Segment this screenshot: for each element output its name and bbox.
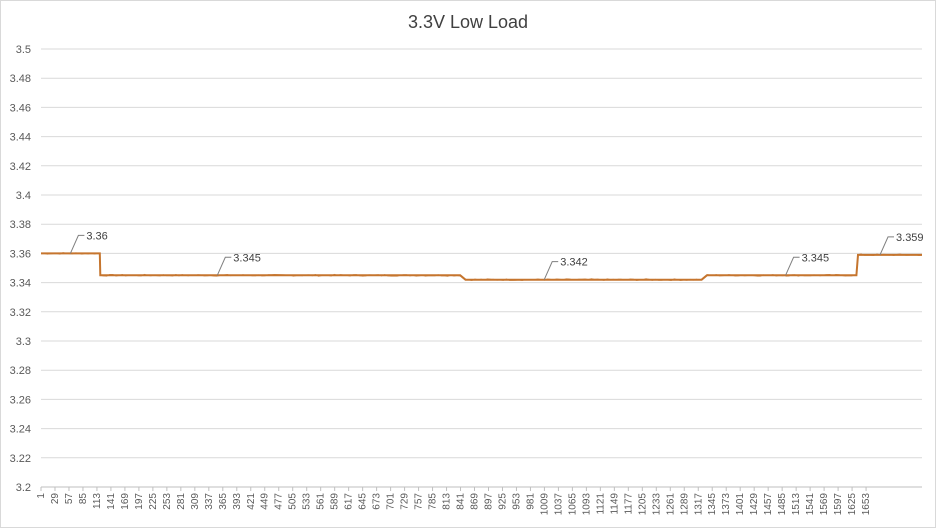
data-label: 3.345 bbox=[233, 252, 261, 264]
x-tick-label: 141 bbox=[106, 493, 117, 510]
x-tick-label: 1625 bbox=[847, 493, 858, 516]
annotations: 3.36 3.345 3.342 3.345 3.359 bbox=[69, 230, 924, 280]
y-tick-label: 3.34 bbox=[10, 278, 31, 290]
gridlines bbox=[41, 48, 922, 488]
x-tick-label: 1009 bbox=[539, 493, 550, 516]
y-tick-label: 3.36 bbox=[10, 248, 31, 260]
x-tick-label: 421 bbox=[246, 493, 257, 510]
x-tick-label: 673 bbox=[372, 493, 383, 510]
series-noise bbox=[40, 252, 923, 282]
x-axis-ticks: 1 29 57 85 113 141 169 197 225 253 281 309 337 365 393… bbox=[36, 487, 872, 515]
x-tick-label: 169 bbox=[120, 493, 131, 510]
x-tick-label: 1261 bbox=[665, 493, 676, 516]
data-label: 3.36 bbox=[86, 230, 107, 242]
x-tick-label: 1485 bbox=[777, 493, 788, 516]
y-tick-label: 3.2 bbox=[16, 482, 31, 494]
x-tick-label: 337 bbox=[204, 493, 215, 510]
x-tick-label: 29 bbox=[50, 493, 61, 505]
annotation-leader bbox=[69, 234, 85, 254]
x-tick-label: 477 bbox=[274, 493, 285, 510]
x-tick-label: 1457 bbox=[763, 493, 774, 516]
x-tick-label: 1233 bbox=[651, 493, 662, 516]
x-tick-label: 1065 bbox=[567, 493, 578, 516]
x-tick-label: 197 bbox=[134, 493, 145, 510]
x-tick-label: 281 bbox=[176, 493, 187, 510]
x-tick-label: 449 bbox=[260, 493, 271, 510]
x-tick-label: 1653 bbox=[861, 493, 872, 516]
y-tick-label: 3.4 bbox=[16, 190, 31, 202]
x-tick-label: 1345 bbox=[707, 493, 718, 516]
y-tick-label: 3.32 bbox=[10, 307, 31, 319]
x-tick-label: 1149 bbox=[609, 493, 620, 515]
x-tick-label: 1177 bbox=[623, 493, 634, 515]
x-tick-label: 1037 bbox=[553, 493, 564, 516]
x-tick-label: 1 bbox=[36, 493, 47, 499]
x-tick-label: 1121 bbox=[595, 493, 606, 515]
x-tick-label: 1373 bbox=[721, 493, 732, 516]
x-tick-label: 953 bbox=[511, 493, 522, 510]
x-tick-label: 785 bbox=[428, 493, 439, 510]
y-axis-ticks: 3.5 3.48 3.46 3.44 3.42 3.4 3.38 3.36 3.34 3.32 3.… bbox=[10, 44, 31, 494]
annotation-leader bbox=[879, 236, 895, 256]
y-tick-label: 3.5 bbox=[16, 44, 31, 56]
data-label: 3.345 bbox=[802, 252, 830, 264]
x-tick-label: 309 bbox=[190, 493, 201, 510]
x-tick-label: 813 bbox=[442, 493, 453, 510]
y-tick-label: 3.26 bbox=[10, 394, 31, 406]
x-tick-label: 1093 bbox=[581, 493, 592, 516]
x-tick-label: 505 bbox=[288, 493, 299, 510]
x-tick-label: 1597 bbox=[833, 493, 844, 516]
x-tick-label: 981 bbox=[525, 493, 536, 510]
y-tick-label: 3.3 bbox=[16, 336, 31, 348]
y-tick-label: 3.38 bbox=[10, 219, 31, 231]
x-tick-label: 1541 bbox=[805, 493, 816, 516]
x-tick-label: 1429 bbox=[749, 493, 760, 516]
x-tick-label: 1401 bbox=[735, 493, 746, 516]
x-tick-label: 57 bbox=[64, 493, 75, 505]
x-tick-label: 113 bbox=[92, 493, 103, 509]
x-tick-label: 617 bbox=[344, 493, 355, 510]
x-tick-label: 533 bbox=[302, 493, 313, 510]
y-tick-label: 3.42 bbox=[10, 161, 31, 173]
x-tick-label: 869 bbox=[470, 493, 481, 510]
x-tick-label: 1317 bbox=[693, 493, 704, 516]
x-tick-label: 841 bbox=[456, 493, 467, 510]
x-tick-label: 897 bbox=[483, 493, 494, 510]
x-tick-label: 365 bbox=[218, 493, 229, 510]
y-tick-label: 3.44 bbox=[10, 132, 31, 144]
y-tick-label: 3.28 bbox=[10, 365, 31, 377]
x-tick-label: 701 bbox=[386, 493, 397, 510]
x-tick-label: 85 bbox=[78, 493, 89, 505]
series-layer bbox=[40, 252, 923, 282]
x-tick-label: 589 bbox=[330, 493, 341, 510]
x-tick-label: 561 bbox=[316, 493, 327, 510]
x-tick-label: 253 bbox=[162, 493, 173, 510]
chart-title: 3.3V Low Load bbox=[407, 12, 529, 32]
y-tick-label: 3.24 bbox=[10, 424, 31, 436]
x-tick-label: 757 bbox=[414, 493, 425, 510]
annotation-leader bbox=[785, 256, 800, 276]
x-tick-label: 1205 bbox=[637, 493, 648, 516]
x-tick-label: 225 bbox=[148, 493, 159, 510]
data-label: 3.342 bbox=[560, 257, 588, 269]
annotation-leader bbox=[543, 261, 559, 280]
x-tick-label: 1569 bbox=[819, 493, 830, 516]
x-tick-label: 393 bbox=[232, 493, 243, 510]
x-tick-label: 645 bbox=[358, 493, 369, 510]
x-tick-label: 1289 bbox=[679, 493, 690, 516]
x-tick-label: 729 bbox=[400, 493, 411, 510]
y-tick-label: 3.48 bbox=[10, 73, 31, 85]
y-tick-label: 3.22 bbox=[10, 453, 31, 465]
x-tick-label: 925 bbox=[497, 493, 508, 510]
y-tick-label: 3.46 bbox=[10, 102, 31, 114]
data-label: 3.359 bbox=[896, 232, 924, 244]
annotation-leader bbox=[216, 256, 232, 276]
x-tick-label: 1513 bbox=[791, 493, 802, 516]
